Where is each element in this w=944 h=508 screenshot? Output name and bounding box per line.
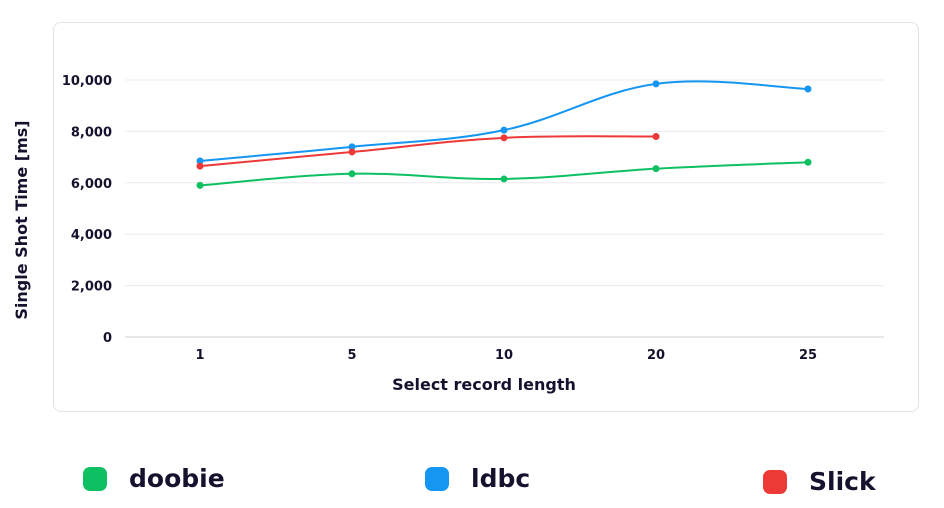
data-point-ldbc[interactable] bbox=[804, 85, 812, 93]
data-point-slick[interactable] bbox=[652, 133, 660, 141]
y-tick-label: 4,000 bbox=[71, 228, 112, 243]
data-point-doobie[interactable] bbox=[196, 181, 204, 189]
x-tick-labels: 1 5 10 20 25 bbox=[195, 348, 817, 363]
legend-label-ldbc: ldbc bbox=[471, 464, 531, 493]
data-point-doobie[interactable] bbox=[500, 175, 508, 183]
data-point-doobie[interactable] bbox=[652, 165, 660, 173]
y-tick-labels: 0 2,000 4,000 6,000 8,000 10,000 bbox=[62, 74, 112, 346]
data-point-slick[interactable] bbox=[196, 162, 204, 170]
data-point-ldbc[interactable] bbox=[652, 80, 660, 88]
legend-item-doobie[interactable]: doobie bbox=[83, 464, 225, 493]
y-axis-title: Single Shot Time [ms] bbox=[12, 120, 31, 319]
y-tick-label: 0 bbox=[103, 331, 112, 346]
data-point-ldbc[interactable] bbox=[500, 126, 508, 134]
legend-item-ldbc[interactable]: ldbc bbox=[425, 464, 530, 493]
x-tick-label: 1 bbox=[195, 348, 204, 363]
x-tick-label: 10 bbox=[495, 348, 513, 363]
legend-swatch-doobie bbox=[83, 466, 107, 491]
x-tick-label: 5 bbox=[347, 348, 356, 363]
x-tick-label: 25 bbox=[799, 348, 817, 363]
legend-swatch-ldbc bbox=[425, 466, 449, 491]
data-point-doobie[interactable] bbox=[348, 170, 356, 178]
grid-lines bbox=[125, 79, 884, 338]
line-chart: 0 2,000 4,000 6,000 8,000 10,000 1 5 10 20 25 Sel… bbox=[12, 74, 884, 394]
data-point-slick[interactable] bbox=[500, 134, 508, 142]
y-tick-label: 6,000 bbox=[71, 177, 112, 192]
legend-label-slick: Slick bbox=[809, 467, 876, 496]
data-point-doobie[interactable] bbox=[804, 158, 812, 166]
series-line-ldbc bbox=[199, 80, 809, 162]
data-point-slick[interactable] bbox=[348, 148, 356, 156]
y-tick-label: 8,000 bbox=[71, 125, 112, 140]
data-point-ldbc[interactable] bbox=[348, 143, 356, 151]
legend-item-slick[interactable]: Slick bbox=[763, 467, 876, 496]
legend: doobie ldbc Slick bbox=[0, 440, 944, 508]
legend-swatch-slick bbox=[763, 469, 787, 494]
series-line-slick bbox=[199, 135, 657, 168]
y-tick-label: 10,000 bbox=[62, 74, 112, 89]
series-points bbox=[196, 80, 812, 189]
x-axis-title: Select record length bbox=[392, 375, 576, 394]
data-point-ldbc[interactable] bbox=[196, 157, 204, 165]
y-tick-label: 2,000 bbox=[71, 280, 112, 295]
x-tick-label: 20 bbox=[647, 348, 665, 363]
legend-label-doobie: doobie bbox=[129, 464, 225, 493]
